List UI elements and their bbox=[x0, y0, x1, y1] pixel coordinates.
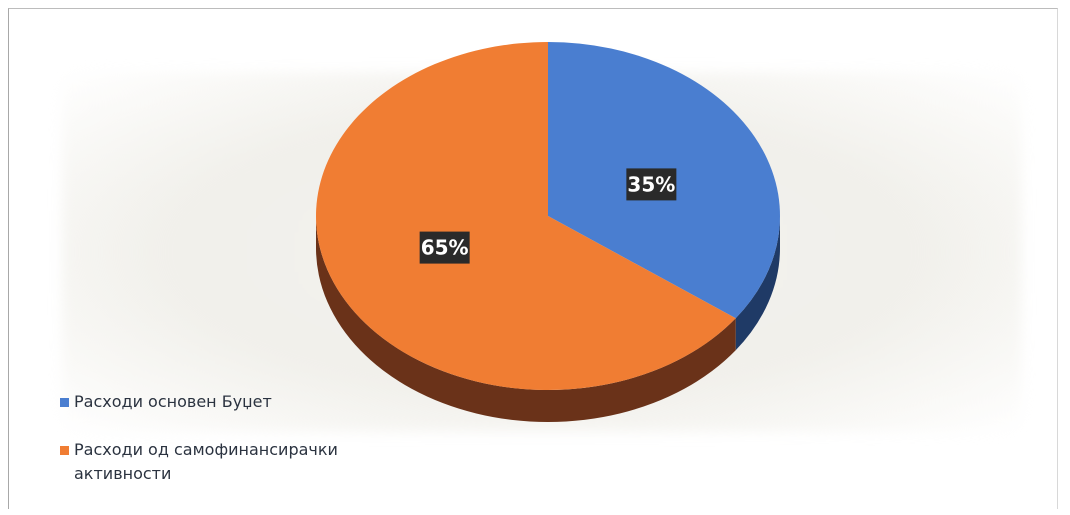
pie-side-0 bbox=[735, 216, 780, 351]
legend-label-self-financing: Расходи од самофинансирачки активности bbox=[74, 440, 338, 483]
legend-swatch-basic-budget bbox=[60, 398, 69, 407]
pie-slice-1 bbox=[316, 42, 736, 390]
data-label-1: 65% bbox=[419, 231, 470, 264]
data-label-box-1 bbox=[419, 231, 470, 264]
pie-top bbox=[316, 42, 781, 390]
legend-label-basic-budget: Расходи основен Буџет bbox=[74, 392, 272, 411]
legend: Расходи основен Буџет Расходи од самофин… bbox=[60, 390, 420, 510]
data-label-box-0 bbox=[626, 168, 677, 201]
data-label-0: 35% bbox=[626, 168, 677, 201]
pie-sides bbox=[316, 216, 780, 422]
legend-item-basic-budget: Расходи основен Буџет bbox=[60, 390, 420, 414]
legend-swatch-self-financing bbox=[60, 446, 69, 455]
chart-frame bbox=[8, 8, 1058, 509]
pie-side-1 bbox=[316, 216, 736, 422]
pie-labels: 35% 65% bbox=[419, 168, 677, 264]
data-label-text-0: 35% bbox=[627, 172, 675, 196]
data-label-text-1: 65% bbox=[421, 236, 469, 260]
legend-item-self-financing: Расходи од самофинансирачки активности bbox=[60, 438, 420, 486]
